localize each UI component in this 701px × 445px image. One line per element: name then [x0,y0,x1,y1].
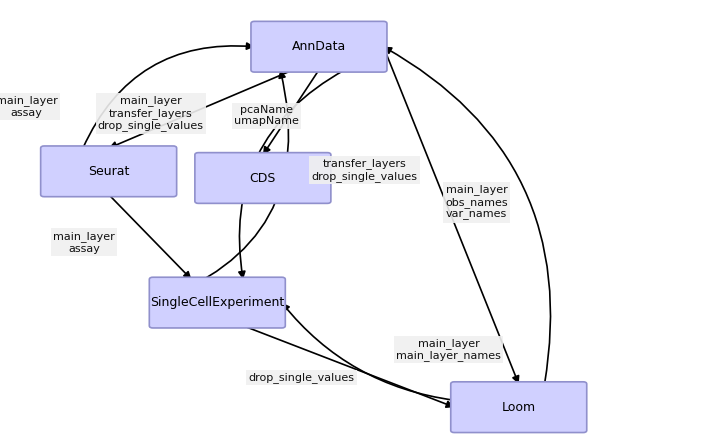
Text: Seurat: Seurat [88,165,130,178]
FancyArrowPatch shape [383,47,519,382]
Text: main_layer
assay: main_layer assay [53,231,115,254]
FancyBboxPatch shape [149,277,285,328]
Text: drop_single_values: drop_single_values [248,372,355,383]
FancyBboxPatch shape [195,153,331,203]
FancyArrowPatch shape [264,70,319,154]
Text: main_layer
obs_names
var_names: main_layer obs_names var_names [445,185,508,220]
FancyArrowPatch shape [243,326,453,407]
FancyArrowPatch shape [153,72,289,303]
FancyBboxPatch shape [251,21,387,72]
FancyArrowPatch shape [109,194,190,278]
FancyArrowPatch shape [110,70,293,148]
FancyArrowPatch shape [239,70,345,278]
Text: main_layer
main_layer_names: main_layer main_layer_names [396,338,501,361]
FancyArrowPatch shape [283,304,454,400]
Text: transfer_layers
drop_single_values: transfer_layers drop_single_values [311,158,418,182]
Text: main_layer
transfer_layers
drop_single_values: main_layer transfer_layers drop_single_v… [97,96,204,131]
Text: pcaName
umapName: pcaName umapName [234,105,299,126]
FancyBboxPatch shape [451,382,587,433]
FancyArrowPatch shape [385,48,550,384]
Text: AnnData: AnnData [292,40,346,53]
Text: Loom: Loom [502,400,536,414]
Text: SingleCellExperiment: SingleCellExperiment [150,296,285,309]
Text: CDS: CDS [250,171,276,185]
Text: main_layer
assay: main_layer assay [0,96,57,118]
FancyBboxPatch shape [41,146,177,197]
FancyArrowPatch shape [83,43,252,148]
